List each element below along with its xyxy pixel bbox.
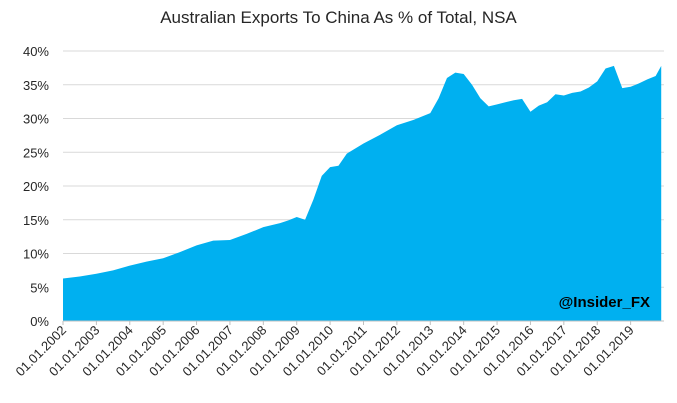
y-axis-ticks: 0% 5% 10% 15% 20% 25% 30% 35% 40%: [23, 44, 49, 329]
watermark-label: @Insider_FX: [559, 294, 650, 311]
y-tick-label: 5%: [30, 280, 49, 295]
y-tick-label: 20%: [23, 179, 49, 194]
area-series: [63, 65, 662, 321]
y-tick-label: 25%: [23, 145, 49, 160]
y-tick-label: 10%: [23, 247, 49, 262]
y-tick-label: 30%: [23, 112, 49, 127]
y-tick-label: 15%: [23, 213, 49, 228]
y-tick-label: 0%: [30, 314, 49, 329]
y-tick-label: 40%: [23, 44, 49, 59]
x-axis-ticks: 01.01.200201.01.200301.01.200401.01.2005…: [12, 321, 637, 379]
chart-title: Australian Exports To China As % of Tota…: [160, 8, 517, 27]
y-tick-label: 35%: [23, 78, 49, 93]
